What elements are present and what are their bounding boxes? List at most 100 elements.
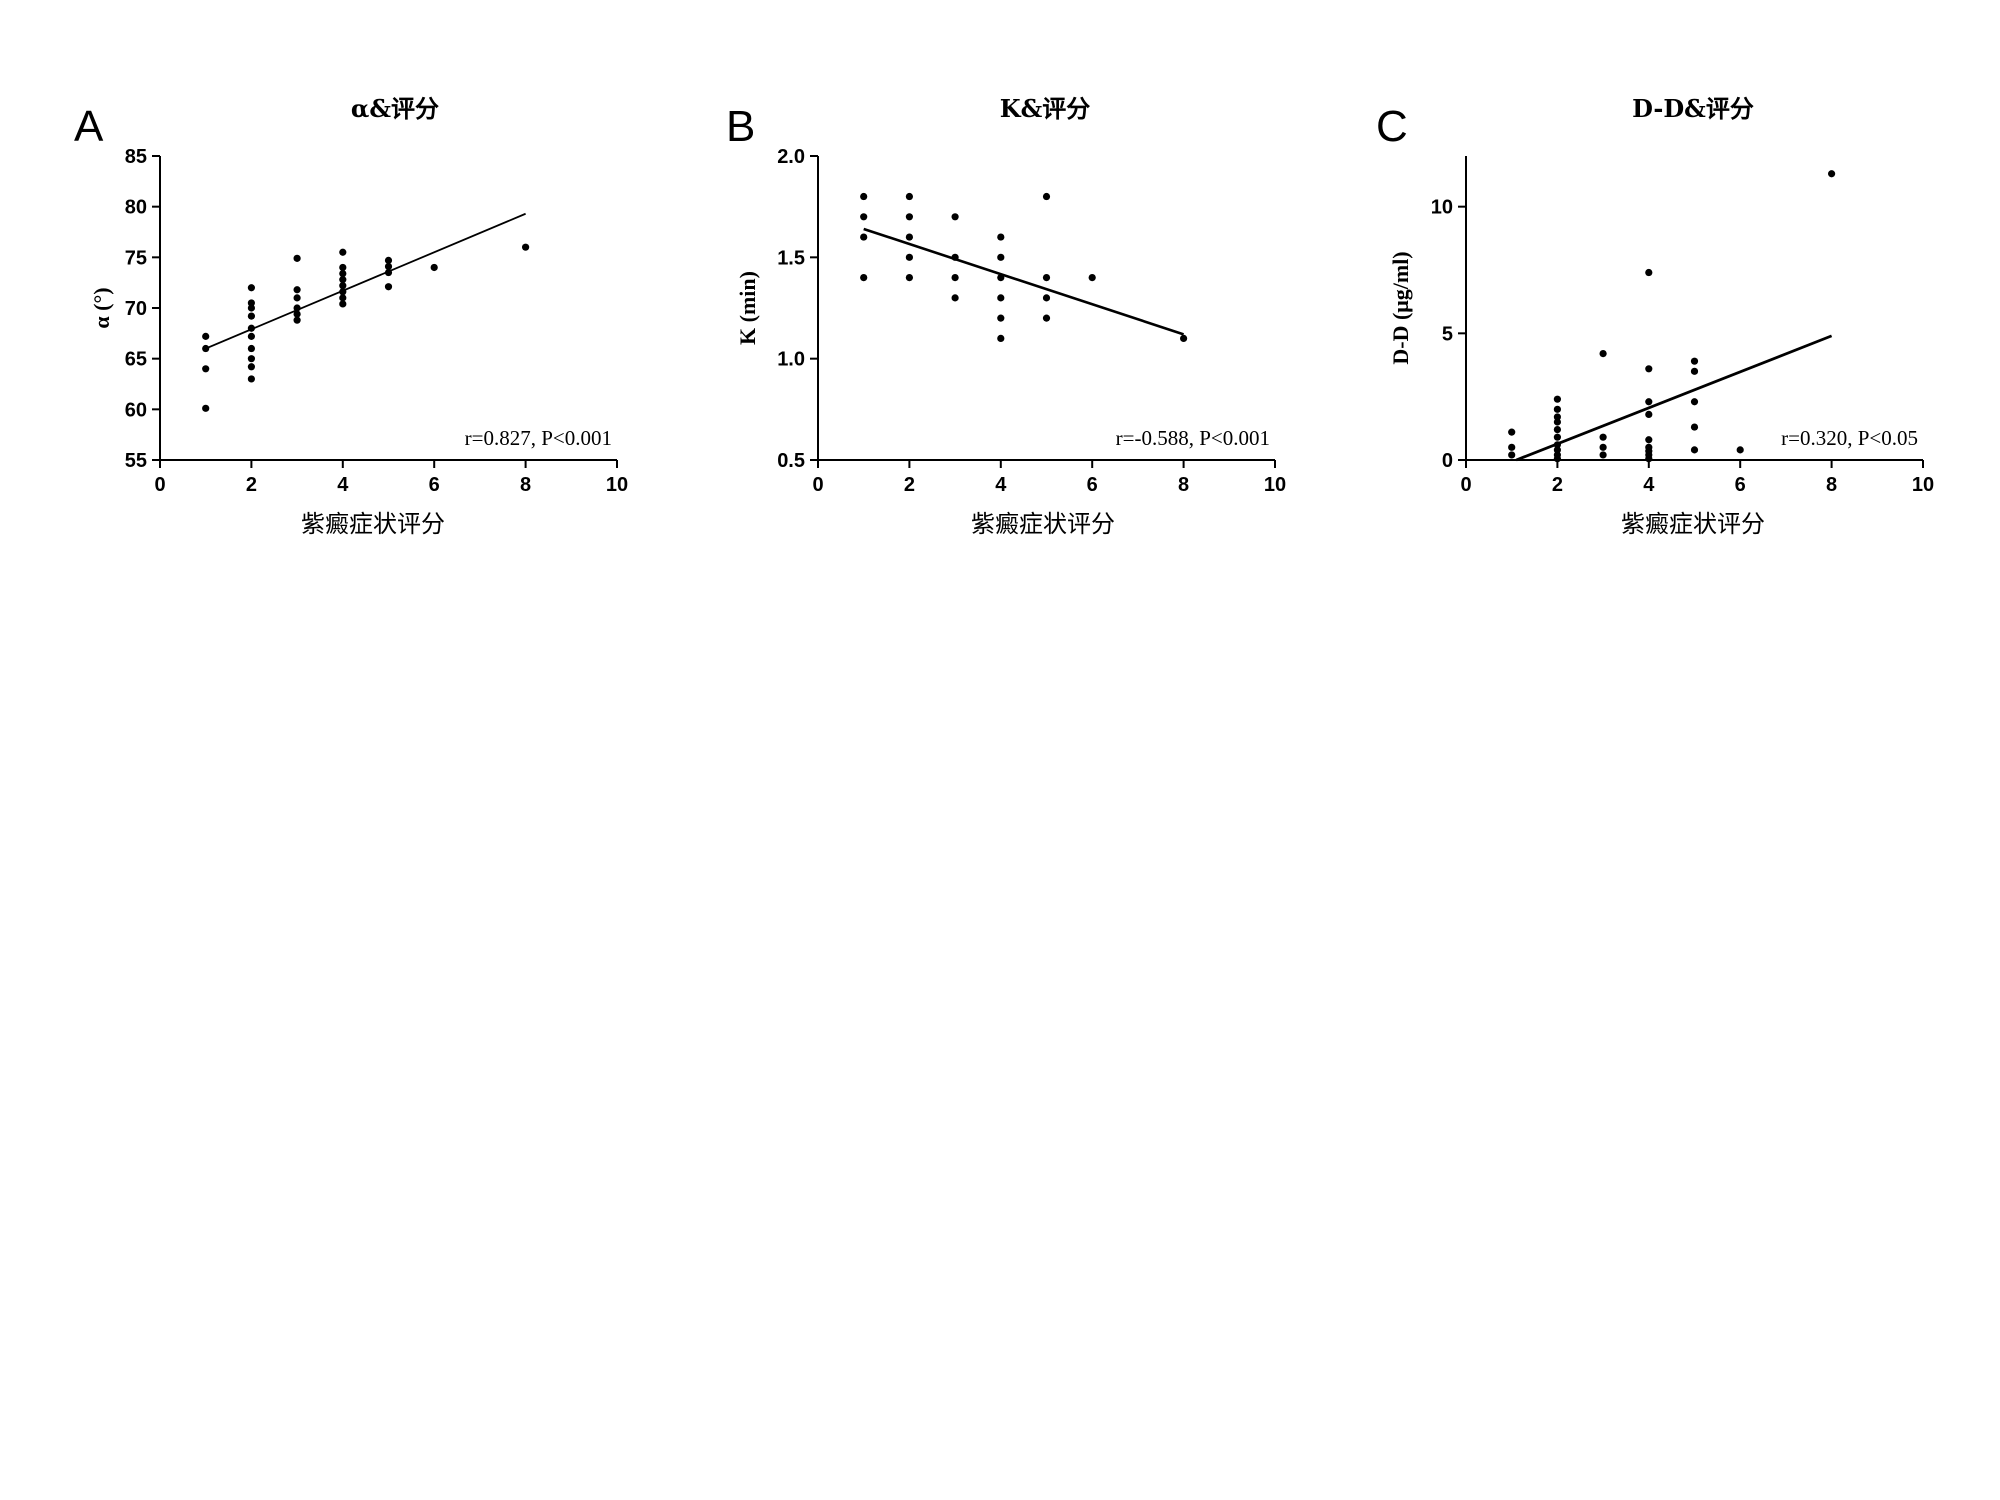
data-point-a xyxy=(339,300,347,308)
correlation-annotation-a: r=0.827, P<0.001 xyxy=(465,426,612,450)
data-point-c xyxy=(1553,446,1561,454)
y-tick-label-c: 0 xyxy=(1442,450,1453,472)
data-point-b xyxy=(860,213,868,221)
fit-line-c-group xyxy=(1515,334,1833,462)
data-point-a xyxy=(202,365,210,373)
y-tick-label-b: 0.5 xyxy=(777,450,805,472)
data-point-b xyxy=(1088,274,1096,282)
x-tick-label-c: 2 xyxy=(1552,474,1563,496)
data-point-a xyxy=(247,312,255,320)
data-point-c xyxy=(1736,446,1744,454)
data-point-a xyxy=(339,269,347,278)
points-c xyxy=(1508,170,1836,463)
data-point-c xyxy=(1553,413,1561,421)
y-tick-label-a: 55 xyxy=(125,450,147,472)
data-point-a xyxy=(247,355,255,363)
data-point-c xyxy=(1690,423,1699,431)
panel-c: C D-D&评分 紫癜症状评分 D-D (μg/ml) r=0.320, P<0… xyxy=(1376,94,1934,538)
x-tick-label-b: 6 xyxy=(1087,474,1098,496)
data-point-b xyxy=(1042,274,1051,282)
y-tick-label-b: 2.0 xyxy=(777,146,805,168)
data-point-c xyxy=(1690,367,1699,375)
data-point-a xyxy=(384,262,393,271)
x-tick-label-a: 8 xyxy=(520,474,531,496)
data-point-b xyxy=(905,253,914,261)
data-point-c xyxy=(1828,170,1836,178)
y-tick-label-a: 80 xyxy=(125,197,147,219)
data-point-b xyxy=(997,294,1005,302)
data-point-a xyxy=(247,284,255,292)
x-tick-label-c: 10 xyxy=(1912,474,1934,496)
data-point-b xyxy=(860,233,868,241)
x-tick-label-a: 0 xyxy=(154,474,165,496)
data-point-c xyxy=(1553,426,1561,434)
y-tick-label-a: 75 xyxy=(125,247,147,269)
axes-c: 0 2 4 6 8 10 0 5 10 xyxy=(1431,156,1934,496)
correlation-annotation-c: r=0.320, P<0.05 xyxy=(1781,426,1918,450)
x-tick-label-b: 10 xyxy=(1264,474,1286,496)
chart-title-c: D-D&评分 xyxy=(1632,94,1754,123)
data-point-a xyxy=(430,263,438,272)
x-tick-label-c: 8 xyxy=(1826,474,1837,496)
y-tick-label-c: 5 xyxy=(1442,323,1453,345)
axes-b: 0 2 4 6 8 10 0.5 1.0 1.5 2.0 xyxy=(777,146,1286,496)
data-point-a xyxy=(247,363,255,371)
data-point-b xyxy=(951,274,959,282)
x-tick-label-b: 8 xyxy=(1178,474,1189,496)
data-point-a xyxy=(339,263,347,272)
y-axis-label-b: K (min) xyxy=(735,271,760,345)
data-point-b xyxy=(860,192,868,201)
data-point-a xyxy=(384,283,393,291)
data-point-a xyxy=(339,276,347,284)
data-point-a xyxy=(293,254,301,262)
data-point-c xyxy=(1645,436,1653,444)
data-point-a xyxy=(293,316,301,324)
panel-a: A α&评分 紫癜症状评分 α (°) r=0.827, P<0.001 0 2 4… xyxy=(74,94,628,538)
x-tick-label-c: 4 xyxy=(1643,474,1655,496)
data-point-a xyxy=(202,344,210,353)
data-point-a xyxy=(339,282,347,290)
data-point-b xyxy=(1042,294,1051,302)
points-a xyxy=(202,243,530,412)
data-point-b xyxy=(1042,314,1051,322)
data-point-b xyxy=(1180,334,1188,342)
regression-line-c xyxy=(1515,334,1833,462)
data-point-c xyxy=(1553,395,1561,403)
data-point-b xyxy=(860,274,868,282)
data-point-b xyxy=(951,294,959,302)
y-tick-label-a: 60 xyxy=(125,399,147,421)
data-point-c xyxy=(1599,443,1607,451)
y-tick-label-c: 10 xyxy=(1431,197,1453,219)
data-point-a xyxy=(339,248,347,256)
data-point-c xyxy=(1690,357,1699,365)
x-axis-label-a: 紫癜症状评分 xyxy=(301,510,445,538)
data-point-b xyxy=(905,274,914,282)
y-tick-label-a: 70 xyxy=(125,298,147,320)
data-point-b xyxy=(951,213,959,221)
panel-letter-c: C xyxy=(1376,102,1408,151)
x-tick-label-a: 10 xyxy=(606,474,628,496)
data-point-b xyxy=(905,233,914,241)
y-tick-label-b: 1.0 xyxy=(777,349,805,371)
data-point-a xyxy=(247,332,255,340)
data-point-c xyxy=(1645,365,1653,373)
data-point-a xyxy=(293,310,301,318)
data-point-b xyxy=(905,192,914,201)
data-point-a xyxy=(293,294,301,302)
data-point-a xyxy=(247,304,255,312)
data-point-c xyxy=(1508,451,1516,459)
y-axis-label-a: α (°) xyxy=(89,287,114,328)
regression-line-b xyxy=(863,227,1185,336)
x-axis-label-b: 紫癜症状评分 xyxy=(971,510,1115,538)
data-point-a xyxy=(247,344,255,353)
data-point-c xyxy=(1690,398,1699,406)
panel-letter-b: B xyxy=(726,102,755,151)
data-point-c xyxy=(1553,433,1561,441)
data-point-b xyxy=(997,334,1005,342)
data-point-a xyxy=(202,332,210,340)
data-point-a xyxy=(293,286,301,294)
data-point-c xyxy=(1599,451,1607,459)
data-point-a xyxy=(384,256,393,264)
x-tick-label-b: 0 xyxy=(812,474,823,496)
data-point-c xyxy=(1553,418,1561,426)
